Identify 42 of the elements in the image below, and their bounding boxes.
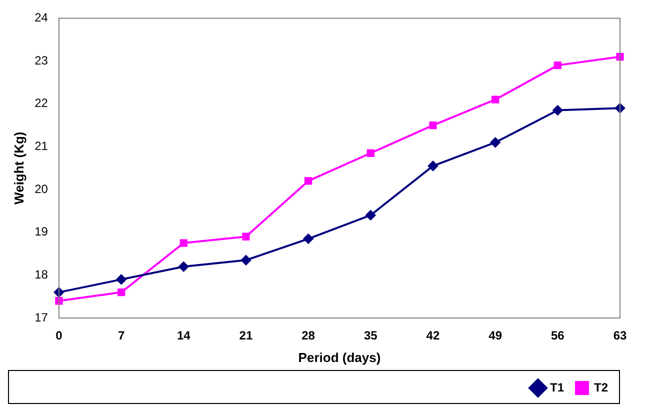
- y-tick-label: 20: [34, 182, 48, 196]
- legend-label: T1: [550, 380, 564, 394]
- y-tick-label: 21: [34, 139, 48, 153]
- point: [178, 262, 189, 272]
- x-tick-label: 14: [176, 328, 191, 343]
- point: [240, 255, 251, 266]
- x-tick-label: 35: [364, 328, 378, 343]
- y-tick-label: 24: [34, 10, 48, 25]
- x-tick-label: 56: [550, 328, 565, 343]
- point: [55, 297, 63, 305]
- point: [366, 149, 374, 157]
- point: [615, 103, 625, 114]
- point: [552, 105, 563, 116]
- point: [303, 234, 314, 244]
- x-tick-label: 49: [488, 328, 502, 343]
- x-tick-label: 21: [239, 328, 253, 343]
- point: [366, 210, 376, 220]
- y-tick-label: 19: [34, 224, 48, 239]
- x-tick-label: 63: [613, 328, 627, 343]
- y-tick-label: 22: [34, 96, 48, 110]
- point: [491, 96, 500, 104]
- y-axis-title: Weight (Kg): [11, 132, 26, 204]
- point: [116, 274, 126, 284]
- point: [117, 288, 126, 296]
- point: [429, 121, 437, 130]
- point: [490, 137, 500, 148]
- x-tick-label: 42: [426, 328, 440, 343]
- point: [616, 52, 624, 61]
- point: [554, 61, 562, 70]
- y-tick-label: 23: [34, 53, 48, 68]
- point: [54, 287, 64, 298]
- y-tick-label: 18: [34, 267, 48, 282]
- point: [242, 232, 250, 240]
- y-tick-label: 17: [34, 310, 48, 324]
- point: [304, 177, 312, 185]
- point: [180, 239, 188, 247]
- x-axis-title: Period (days): [298, 350, 381, 365]
- x-tick-label: 28: [302, 328, 316, 343]
- point: [428, 160, 438, 171]
- x-tick-label: 7: [118, 328, 125, 343]
- x-tick-label: 0: [56, 328, 63, 343]
- legend-label: T2: [594, 380, 608, 394]
